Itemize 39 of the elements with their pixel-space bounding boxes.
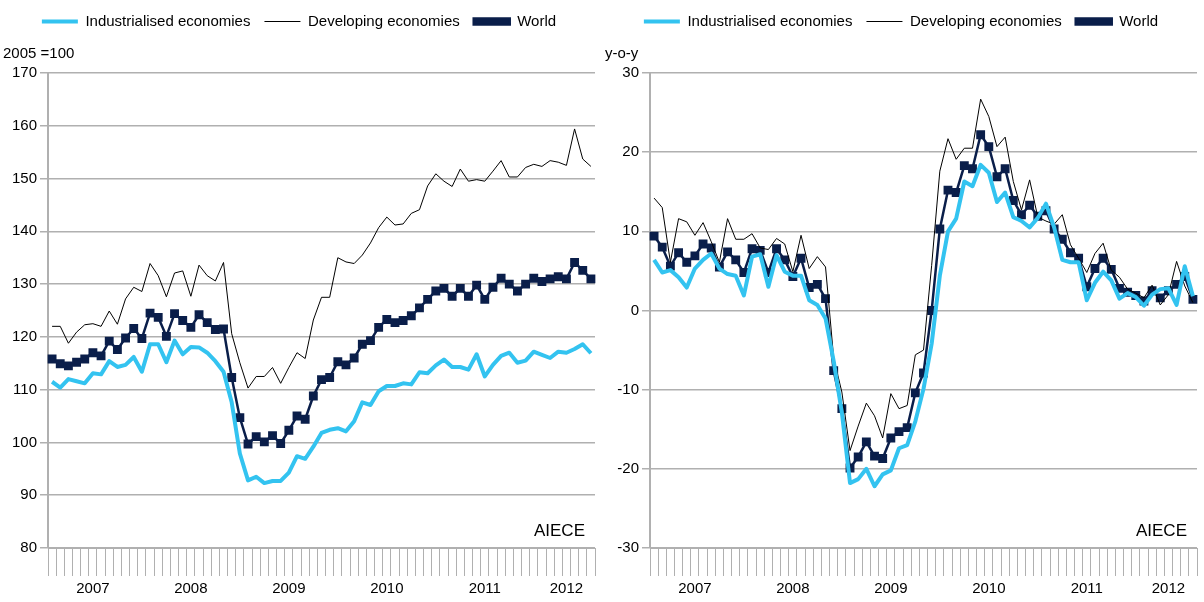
x-tick-label: 2010 (370, 579, 404, 597)
x-tick-label: 2009 (272, 579, 306, 597)
legend-label: Industrialised economies (85, 11, 251, 29)
y-tick-label: 150 (11, 168, 37, 186)
y-tick-label: -30 (617, 538, 639, 556)
y-tick-label: 120 (11, 327, 37, 345)
y-tick-label: 140 (11, 221, 37, 239)
y-tick-label: 90 (20, 485, 37, 503)
x-tick-label: 2007 (678, 579, 712, 597)
legend-label: Developing economies (307, 11, 460, 29)
x-tick-label: 2008 (776, 579, 810, 597)
x-tick-label: 2012 (549, 579, 584, 597)
y-tick-label: -10 (617, 379, 639, 397)
legend-label: World (1119, 11, 1159, 29)
y-tick-label: 0 (630, 300, 639, 318)
x-tick-label: 2011 (1070, 579, 1103, 597)
x-tick-label: 2007 (76, 579, 110, 597)
y-tick-label: 110 (13, 379, 37, 397)
y-tick-label: 160 (11, 115, 37, 133)
annotation: AIECE (1135, 521, 1187, 541)
y-tick-label: 130 (11, 274, 37, 292)
legend-label: Developing economies (909, 11, 1062, 29)
x-tick-label: 2008 (174, 579, 208, 597)
y-tick-label: 80 (20, 538, 37, 556)
y-tick-label: -20 (617, 458, 639, 476)
y-tick-label: 100 (11, 432, 37, 450)
y-axis-title: y-o-y (605, 43, 639, 61)
y-tick-label: 170 (11, 63, 37, 81)
x-tick-label: 2012 (1151, 579, 1186, 597)
x-tick-label: 2009 (874, 579, 908, 597)
x-tick-label: 2010 (972, 579, 1006, 597)
y-axis-title: 2005 =100 (3, 43, 75, 61)
x-tick-label: 2011 (468, 579, 501, 597)
annotation: AIECE (533, 521, 585, 541)
y-tick-label: 10 (622, 221, 639, 239)
y-tick-label: 30 (622, 63, 639, 81)
legend-label: World (517, 11, 557, 29)
y-tick-label: 20 (622, 142, 639, 160)
legend-label: Industrialised economies (687, 11, 853, 29)
